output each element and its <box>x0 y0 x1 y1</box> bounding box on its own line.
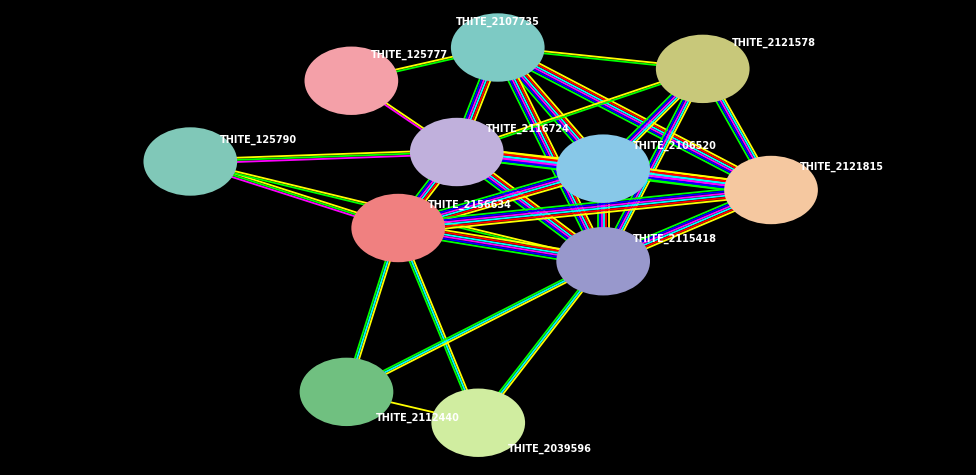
Text: THITE_125777: THITE_125777 <box>371 49 448 60</box>
Text: THITE_2107735: THITE_2107735 <box>456 16 540 27</box>
Text: THITE_125790: THITE_125790 <box>220 135 297 145</box>
Ellipse shape <box>656 35 750 103</box>
Ellipse shape <box>351 194 445 262</box>
Ellipse shape <box>431 389 525 457</box>
Text: THITE_2116724: THITE_2116724 <box>486 124 570 134</box>
Text: THITE_2121815: THITE_2121815 <box>800 162 884 172</box>
Ellipse shape <box>143 127 237 196</box>
Ellipse shape <box>556 134 650 203</box>
Text: THITE_2121578: THITE_2121578 <box>732 38 816 48</box>
Ellipse shape <box>410 118 504 186</box>
Ellipse shape <box>556 227 650 295</box>
Ellipse shape <box>724 156 818 224</box>
Text: THITE_2112440: THITE_2112440 <box>376 413 460 423</box>
Ellipse shape <box>300 358 393 426</box>
Text: THITE_2156634: THITE_2156634 <box>427 200 511 210</box>
Text: THITE_2039596: THITE_2039596 <box>508 444 591 454</box>
Ellipse shape <box>451 13 545 82</box>
Text: THITE_2106520: THITE_2106520 <box>632 141 716 151</box>
Ellipse shape <box>305 47 398 115</box>
Text: THITE_2115418: THITE_2115418 <box>632 233 716 244</box>
